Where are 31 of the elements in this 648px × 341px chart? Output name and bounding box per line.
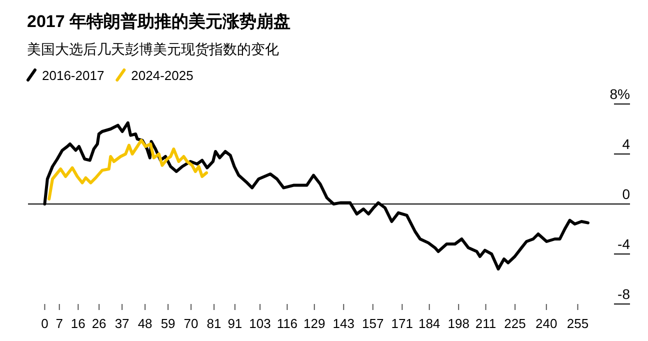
x-tick-label: 240: [536, 316, 558, 331]
x-tick-label: 26: [92, 316, 106, 331]
x-tick-label: 171: [391, 316, 414, 331]
x-tick-label: 81: [206, 316, 222, 331]
chart-title: 2017 年特朗普助推的美元涨势崩盘: [27, 11, 291, 31]
y-tick-label: 8%: [610, 86, 630, 102]
y-tick-label: -8: [618, 286, 630, 302]
y-tick-label: -4: [618, 236, 630, 252]
x-tick-label: 198: [448, 316, 470, 331]
y-tick-label: 4: [622, 136, 630, 152]
y-tick-label: 0: [622, 186, 630, 202]
x-tick-label: 129: [304, 316, 326, 331]
x-tick-label: 48: [138, 316, 152, 331]
chart-subtitle: 美国大选后几天彭博美元现货指数的变化: [27, 41, 279, 57]
x-tick-label: 16: [70, 316, 86, 331]
x-tick-label: 184: [418, 316, 440, 331]
x-tick-label: 70: [184, 316, 198, 331]
x-tick-label: 59: [160, 316, 176, 331]
x-tick-label: 211: [475, 316, 496, 331]
x-tick-label: 37: [114, 316, 130, 331]
x-tick-label: 0: [41, 316, 48, 331]
x-tick-label: 7: [56, 316, 63, 331]
x-tick-label: 255: [566, 316, 589, 331]
x-tick-label: 157: [362, 316, 384, 331]
x-tick-label: 103: [249, 316, 271, 331]
x-tick-label: 143: [332, 316, 354, 331]
x-tick-label: 225: [504, 316, 526, 331]
legend-label: 2016-2017: [42, 68, 104, 83]
x-tick-label: 91: [228, 316, 242, 331]
x-tick-label: 116: [276, 316, 298, 331]
legend-label: 2024-2025: [131, 68, 194, 83]
